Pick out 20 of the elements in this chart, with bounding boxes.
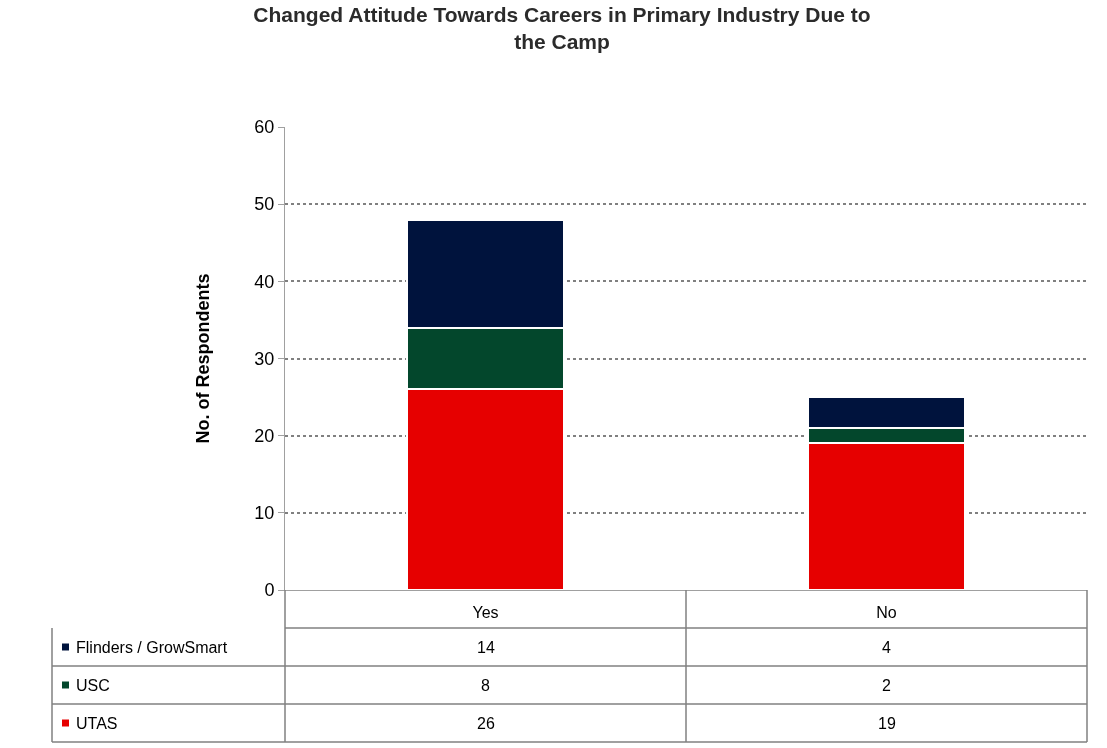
data-label: 26 [477,715,495,732]
y-axis-title: No. of Respondents [192,273,213,444]
data-label: 14 [477,639,495,656]
x-tick-label: Yes [472,604,499,622]
data-label: 2 [882,677,891,694]
legend-label: Flinders / GrowSmart [76,639,228,656]
legend-label: UTAS [76,715,118,732]
y-tick-label: 20 [254,425,275,446]
chart-title: Changed Attitude Towards Careers in Primary Industry Due to the Camp [253,3,871,54]
x-tick-label: No [876,604,897,622]
data-label: 8 [481,677,490,694]
y-tick-label: 0 [264,580,275,601]
legend-label: USC [76,677,110,694]
data-label: 4 [882,639,891,656]
data-label: 19 [878,715,896,732]
y-tick-label: 40 [254,271,275,292]
y-tick-label: 30 [254,348,275,369]
y-tick-label: 10 [254,503,275,524]
y-tick-label: 50 [254,194,275,215]
y-tick-label: 60 [254,117,275,138]
